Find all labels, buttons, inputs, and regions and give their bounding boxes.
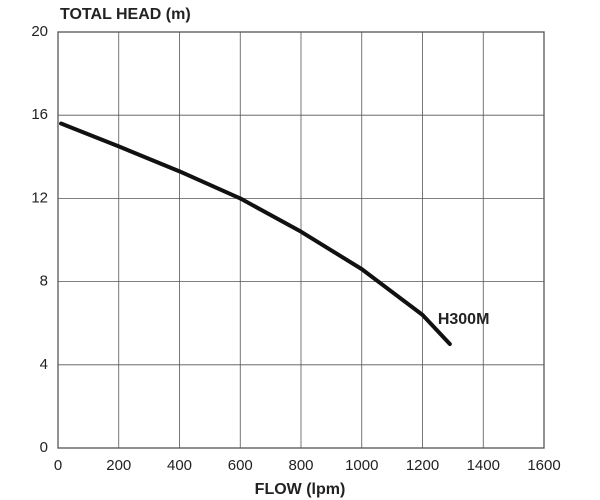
x-tick-label: 1000: [345, 457, 378, 474]
y-tick-label: 0: [40, 439, 48, 456]
curve: [59, 121, 452, 346]
x-tick-label: 1600: [527, 457, 560, 474]
x-tick-label: 400: [167, 457, 192, 474]
y-tick-label: 4: [40, 356, 48, 373]
y-tick-label: 16: [31, 106, 48, 123]
y-tick-label: 20: [31, 23, 48, 40]
x-tick-label: 0: [54, 457, 62, 474]
x-tick-label: 200: [106, 457, 131, 474]
x-tick-label: 1400: [467, 457, 500, 474]
curve-label: H300M: [438, 311, 490, 328]
x-tick-label: 600: [228, 457, 253, 474]
chart-title: TOTAL HEAD (m): [60, 6, 191, 23]
x-axis-label: FLOW (lpm): [255, 481, 346, 498]
y-tick-label: 8: [40, 273, 48, 290]
y-tick-label: 12: [31, 189, 48, 206]
x-tick-label: 800: [288, 457, 313, 474]
x-tick-label: 1200: [406, 457, 439, 474]
